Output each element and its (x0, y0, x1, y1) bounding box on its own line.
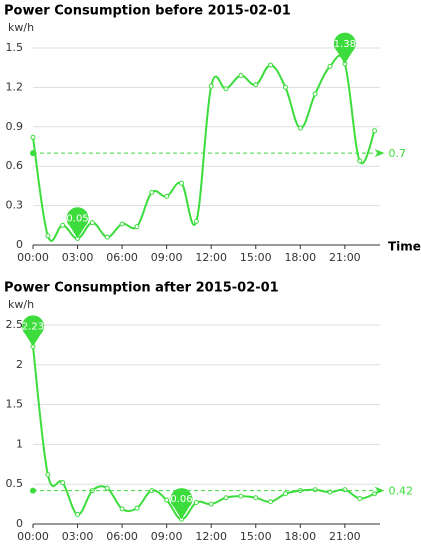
x-axis-label: Time (388, 240, 421, 254)
y-tick-label: 0 (16, 517, 23, 530)
mark-pin (333, 32, 356, 64)
data-point (134, 505, 140, 511)
data-point (89, 220, 95, 226)
mark-pin (66, 207, 89, 239)
data-point (164, 497, 170, 503)
x-tick-label: 12:00 (195, 530, 227, 543)
data-point (372, 128, 378, 134)
average-arrow (374, 149, 385, 158)
y-axis-label: kw/h (8, 21, 34, 34)
average-start (30, 150, 36, 157)
y-tick-label: 0 (16, 238, 23, 251)
average-start (30, 487, 36, 494)
data-point (208, 501, 214, 507)
data-point (282, 84, 288, 90)
data-point (223, 86, 229, 92)
data-point (104, 485, 110, 491)
data-point (45, 472, 51, 478)
x-tick-label: 18:00 (284, 251, 316, 264)
data-point (119, 221, 125, 227)
y-tick-label: 2 (16, 358, 23, 371)
mark-pin-label: 0.05 (66, 213, 88, 224)
data-point (30, 134, 36, 140)
y-tick-label: 1 (16, 437, 23, 450)
x-tick-label: 00:00 (17, 530, 49, 543)
x-tick-label: 09:00 (151, 530, 183, 543)
y-tick-label: 2.5 (6, 318, 24, 331)
data-point (149, 189, 155, 195)
x-tick-label: 21:00 (329, 251, 361, 264)
data-point (60, 222, 66, 228)
y-tick-label: 1.5 (6, 398, 24, 411)
data-point (119, 506, 125, 512)
x-tick-label: 21:00 (329, 530, 361, 543)
mark-pin-label: 1.38 (334, 39, 356, 50)
x-tick-label: 06:00 (106, 251, 138, 264)
x-tick-label: 03:00 (62, 251, 94, 264)
x-tick-label: 03:00 (62, 530, 94, 543)
data-point (312, 487, 318, 493)
data-point (238, 493, 244, 499)
average-label: 0.7 (389, 147, 407, 160)
data-point (208, 83, 214, 89)
x-tick-label: 12:00 (195, 251, 227, 264)
data-point (60, 480, 66, 486)
data-point (134, 224, 140, 230)
x-tick-label: 00:00 (17, 251, 49, 264)
data-point (342, 487, 348, 493)
x-tick-label: 09:00 (151, 251, 183, 264)
data-point (268, 62, 274, 68)
series-line (32, 346, 375, 521)
data-point (193, 500, 199, 506)
x-tick-label: 15:00 (240, 251, 272, 264)
data-point (327, 63, 333, 69)
data-point (312, 91, 318, 97)
average-label: 0.42 (389, 485, 414, 498)
data-point (282, 491, 288, 497)
average-arrow (374, 486, 385, 495)
data-point (238, 73, 244, 79)
x-tick-label: 15:00 (240, 530, 272, 543)
y-tick-label: 0.5 (6, 477, 24, 490)
data-point (357, 158, 363, 164)
y-tick-label: 0.6 (6, 159, 24, 172)
data-point (268, 499, 274, 505)
y-tick-label: 1.2 (6, 80, 24, 93)
data-point (253, 495, 259, 501)
data-point (75, 511, 81, 517)
mark-pin (22, 315, 44, 347)
data-point (179, 180, 184, 186)
data-point (297, 125, 303, 131)
x-tick-label: 06:00 (106, 530, 138, 543)
data-point (357, 496, 363, 502)
x-tick-label: 18:00 (284, 530, 316, 543)
mark-pin-label: 0.06 (170, 494, 192, 505)
data-point (223, 495, 229, 501)
chart-title: Power Consumption after 2015-02-01 (4, 281, 279, 296)
data-point (253, 82, 259, 88)
mark-pin (170, 488, 193, 520)
y-tick-label: 0.9 (6, 120, 24, 133)
data-point (193, 218, 199, 224)
data-point (164, 193, 170, 199)
y-tick-label: 1.5 (6, 41, 24, 54)
mark-pin-label: 2.23 (22, 321, 44, 332)
data-point (45, 233, 51, 239)
y-tick-label: 0.3 (6, 199, 24, 212)
chart-title: Power Consumption before 2015-02-01 (4, 4, 291, 19)
data-point (104, 234, 110, 240)
y-axis-label: kw/h (8, 298, 34, 311)
